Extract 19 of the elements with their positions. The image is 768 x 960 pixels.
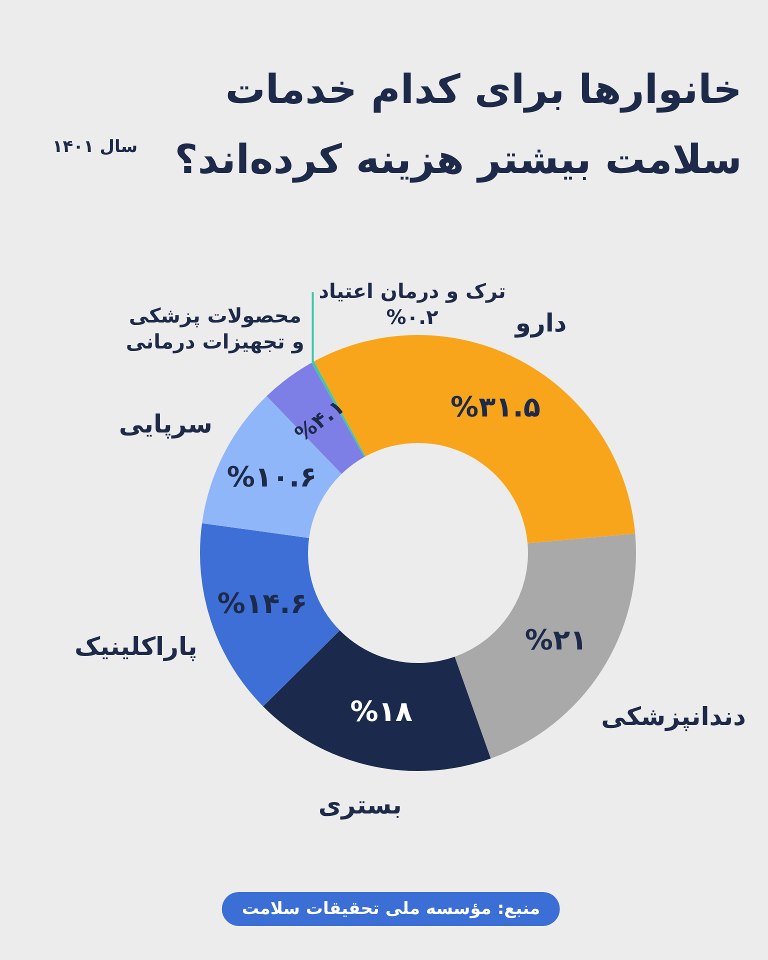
slice-label: محصولات پزشکی و تجهیزات درمانی bbox=[126, 303, 304, 354]
data-label: %۱۰.۶ bbox=[226, 460, 317, 494]
slice-label: دارو bbox=[513, 308, 567, 338]
slice-label: پاراکلینیک bbox=[74, 632, 198, 662]
slice-label: سرپایی bbox=[118, 410, 212, 440]
data-label: %۰.۲ bbox=[386, 305, 438, 330]
slice-label: بستری bbox=[318, 790, 402, 821]
chart-subtitle: سال ۱۴۰۱ bbox=[52, 137, 138, 157]
slice-label: ترک و درمان اعتیاد bbox=[318, 279, 506, 304]
data-label: %۱۸ bbox=[350, 694, 413, 728]
data-label: %۳۱.۵ bbox=[450, 390, 540, 424]
chart-title: خانوارها برای کدام خدمات سلامت بیشتر هزینه کرده‌اند؟ bbox=[174, 67, 742, 183]
donut-slice bbox=[200, 523, 340, 706]
slice-label: دندانپزشکی bbox=[601, 702, 746, 732]
data-label: %۴.۱ bbox=[290, 394, 349, 446]
text: منبع: مؤسسه ملی تحقیقات سلامت bbox=[222, 892, 560, 926]
data-label: %۲۱ bbox=[524, 624, 588, 657]
donut-slice bbox=[263, 630, 491, 771]
data-label: %۱۴.۶ bbox=[217, 586, 308, 620]
